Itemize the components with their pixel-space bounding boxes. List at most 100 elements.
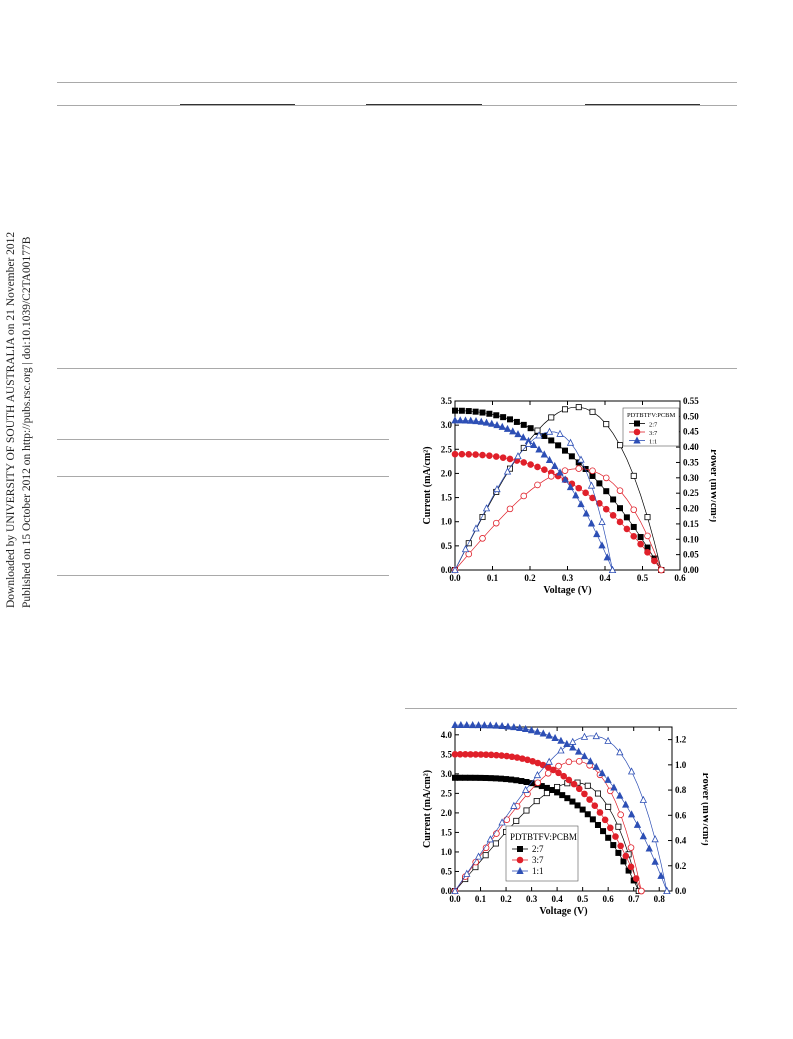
jv-point [472, 774, 479, 781]
y-tick-label: 3.0 [441, 769, 453, 779]
jv-point [581, 790, 588, 798]
jv-point [580, 752, 589, 760]
figure-separator-rule [405, 708, 737, 709]
jv-point [554, 789, 561, 796]
jv-point [616, 791, 624, 799]
jv-point [451, 720, 459, 729]
power-point [533, 798, 540, 805]
power-point [615, 823, 622, 830]
jv-point [467, 416, 475, 424]
jv-point [600, 828, 607, 835]
y-tick-label: 1.5 [441, 827, 453, 837]
y2-tick-label: 0.15 [683, 519, 699, 529]
jv-point [530, 440, 538, 449]
power-point [657, 566, 665, 574]
legend: PDTBTFV:PCBM 2:73:71:1 [505, 825, 579, 882]
power-point [479, 535, 486, 542]
power-point [627, 767, 636, 775]
jv-point [462, 774, 469, 781]
legend-box [622, 407, 680, 447]
x-axis-label: Voltage (V) [543, 585, 591, 596]
power-point [482, 504, 491, 512]
jv-point [509, 427, 517, 435]
jv-point [566, 483, 575, 491]
jv-point [617, 842, 624, 850]
power-point [575, 465, 583, 472]
legend-marker [633, 420, 640, 427]
jv-point [560, 772, 568, 780]
power-point [463, 869, 471, 877]
jv-point [541, 432, 548, 439]
power-point [533, 771, 542, 779]
jv-point [540, 450, 548, 458]
small-table-header-rule [57, 476, 389, 477]
table-bottom-rule [57, 368, 737, 369]
power-point [630, 472, 637, 479]
y2-tick-label: 1.0 [675, 760, 687, 770]
power-point [663, 886, 671, 895]
jv-point [503, 776, 510, 783]
jv-point [572, 491, 580, 499]
jv-point [472, 451, 479, 458]
power-point [651, 835, 659, 843]
y-tick-label: 2.5 [441, 444, 453, 454]
published-on-text: Published on 15 October 2012 on http://p… [21, 236, 33, 608]
jv-point [539, 729, 547, 737]
jv-point [620, 858, 627, 865]
x-tick-label: 0.8 [654, 894, 666, 904]
power-point [566, 438, 575, 446]
jv-point [607, 824, 614, 832]
y-tick-label: 0.0 [441, 886, 453, 896]
y2-tick-label: 0.0 [675, 886, 687, 896]
jv-point [622, 852, 630, 860]
jv-point [559, 792, 566, 799]
legend-marker [517, 846, 524, 853]
jv-point [551, 733, 559, 741]
jv-point [630, 523, 637, 530]
power-point [554, 783, 561, 790]
jv-point [452, 774, 459, 781]
power-point [587, 481, 596, 489]
jv-point [557, 736, 565, 744]
jv-point [486, 721, 494, 729]
jv-point [610, 496, 617, 503]
jv-point [586, 757, 595, 765]
x-tick-label: 0.7 [628, 894, 640, 904]
power-point [465, 550, 473, 558]
x-axis-label: Voltage (V) [539, 906, 587, 917]
jv-point [503, 424, 512, 432]
jv-point [543, 784, 550, 791]
jv-point [523, 778, 530, 785]
power-point [543, 790, 550, 797]
jv-point [506, 455, 514, 463]
y-tick-label: 3.5 [441, 396, 453, 406]
jv-point [592, 762, 600, 770]
y2-tick-label: 0.00 [683, 565, 699, 575]
power-point [520, 492, 528, 500]
jv-point [582, 509, 590, 517]
jv-point [615, 849, 622, 856]
legend-marker [516, 866, 524, 875]
power-point [555, 762, 562, 770]
y2-tick-label: 0.6 [675, 810, 687, 820]
power-point [503, 816, 511, 823]
jv-point [569, 798, 576, 805]
table-top-rule [57, 82, 737, 83]
power-point [523, 807, 530, 814]
power-point [506, 505, 514, 513]
jv-point [492, 721, 500, 729]
legend-entry: 3:7 [532, 855, 544, 865]
power-point [524, 439, 533, 447]
jv-point [507, 416, 514, 423]
jv-point [498, 422, 506, 430]
jv-point [637, 540, 644, 548]
jv-point [451, 416, 459, 424]
jv-point [602, 505, 610, 513]
jv-point [645, 844, 653, 852]
y-axis-label: Current (mA/cm²) [422, 770, 433, 848]
jv-point [601, 816, 609, 824]
power-point [608, 565, 617, 574]
jv-point [527, 726, 536, 734]
power-point [580, 732, 589, 740]
y2-tick-label: 0.50 [683, 411, 699, 421]
